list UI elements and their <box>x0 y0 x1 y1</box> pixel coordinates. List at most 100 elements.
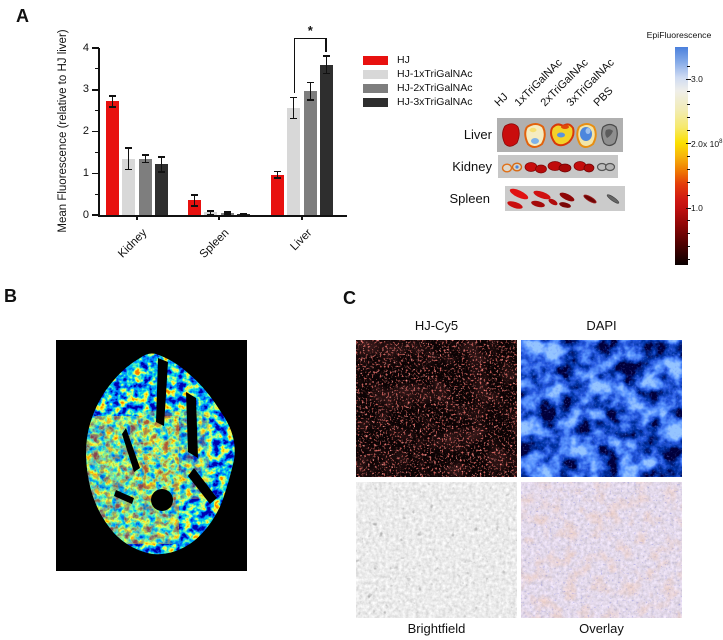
error-bar <box>226 212 228 214</box>
legend-swatch <box>363 69 388 79</box>
error-bar-cap <box>273 170 281 172</box>
error-bar <box>276 171 278 178</box>
legend-item: HJ-2xTriGalNAc <box>363 81 472 95</box>
error-bar <box>326 55 328 74</box>
x-axis <box>98 215 347 217</box>
error-bar-cap <box>207 213 215 215</box>
bar <box>303 91 317 215</box>
micrograph-overlay <box>521 482 682 618</box>
colorbar-minor-tick <box>687 91 690 93</box>
bar <box>187 200 201 215</box>
error-bar-cap <box>323 72 331 75</box>
colorbar-major-tick <box>686 78 691 80</box>
error-bar <box>161 156 163 172</box>
bar <box>287 107 301 215</box>
colorbar-minor-tick <box>687 233 690 235</box>
legend-label: HJ-1xTriGalNAc <box>397 68 473 80</box>
organ-strip-kidney <box>498 155 618 183</box>
colorbar-minor-tick <box>687 259 690 261</box>
error-bar-cap <box>290 96 298 99</box>
organ-row-label-liver: Liver <box>463 127 492 142</box>
error-bar-cap <box>323 55 331 57</box>
colorbar-tick-label-1: 1.0 <box>691 203 703 213</box>
error-bar-cap <box>240 214 248 216</box>
colorbar-minor-tick <box>687 168 690 170</box>
error-bar-cap <box>125 168 133 171</box>
legend-item: HJ-3xTriGalNAc <box>363 95 472 109</box>
y-minor-tick <box>94 68 99 70</box>
y-tick <box>92 130 99 133</box>
error-bar <box>309 82 311 100</box>
error-bar-cap <box>141 161 149 164</box>
colorbar-minor-tick <box>687 65 690 67</box>
legend-swatch <box>363 83 388 93</box>
x-category-label: Liver <box>288 227 315 254</box>
legend-label: HJ-3xTriGalNAc <box>397 96 473 108</box>
significance-star: * <box>307 23 313 38</box>
bar <box>138 158 152 215</box>
legend-swatch <box>363 97 388 107</box>
y-tick-label: 2 <box>82 125 89 137</box>
error-bar <box>193 194 195 206</box>
micrograph-dapi-image <box>521 340 682 477</box>
micrograph-label-overlay: Overlay <box>579 621 624 636</box>
error-bar-cap <box>306 99 314 101</box>
significance-bracket <box>293 38 296 94</box>
micrograph-label-brightfield: Brightfield <box>407 621 466 636</box>
micrograph-brightfield <box>356 482 517 618</box>
x-category-label: Spleen <box>197 227 232 261</box>
error-bar-cap <box>108 95 116 97</box>
micrograph-label-dapi: DAPI <box>586 318 617 333</box>
error-bar <box>144 154 146 163</box>
error-bar-cap <box>223 213 231 215</box>
colorbar <box>675 47 688 265</box>
organ-row-label-kidney: Kidney <box>452 159 492 174</box>
error-bar <box>210 210 212 215</box>
micrograph-dapi <box>521 340 682 477</box>
y-tick-label: 0 <box>82 208 89 221</box>
tissue-section-heatmap-image <box>56 340 247 571</box>
error-bar-cap <box>141 154 149 156</box>
error-bar-cap <box>158 156 166 158</box>
error-bar-cap <box>190 194 198 196</box>
y-tick-label: 3 <box>82 83 89 96</box>
organ-strip-liver <box>497 118 623 157</box>
bar <box>270 174 284 215</box>
colorbar-major-tick <box>686 207 691 209</box>
error-bar-cap <box>273 177 281 179</box>
colorbar-minor-tick <box>687 155 690 157</box>
y-tick <box>92 89 99 91</box>
micrograph-hj-cy5-image <box>356 340 517 477</box>
y-axis-title: Mean Fluorescence (relative to HJ liver) <box>57 29 69 233</box>
micrograph-label-hj-cy5: HJ-Cy5 <box>414 318 459 333</box>
colorbar-minor-tick <box>687 194 690 196</box>
colorbar-minor-tick <box>687 104 690 106</box>
colorbar-minor-tick <box>687 246 690 248</box>
legend-item: HJ <box>363 53 472 67</box>
legend-swatch <box>363 55 388 65</box>
x-category-label: Kidney <box>116 227 150 261</box>
error-bar-cap <box>158 171 166 173</box>
error-bar-cap <box>207 210 215 212</box>
legend-label: HJ <box>397 54 410 66</box>
organ-strip-spleen <box>505 186 625 216</box>
bar <box>122 158 136 215</box>
panel-a-label: A <box>16 6 29 26</box>
error-bar <box>293 97 295 119</box>
organ-strip-liver-image <box>497 118 623 152</box>
legend-item: HJ-1xTriGalNAc <box>363 67 472 81</box>
y-tick-label: 1 <box>82 166 89 179</box>
organ-strip-spleen-image <box>505 186 625 211</box>
micrograph-hj-cy5 <box>356 340 517 477</box>
y-tick-label: 4 <box>82 41 89 54</box>
bar <box>155 164 169 215</box>
error-bar-cap <box>125 147 133 149</box>
organ-row-label-spleen: Spleen <box>449 191 490 206</box>
error-bar-cap <box>190 205 198 207</box>
organ-strip-kidney-image <box>498 155 618 178</box>
error-bar-cap <box>108 106 116 108</box>
bar <box>105 101 119 215</box>
micrograph-brightfield-image <box>356 482 517 618</box>
